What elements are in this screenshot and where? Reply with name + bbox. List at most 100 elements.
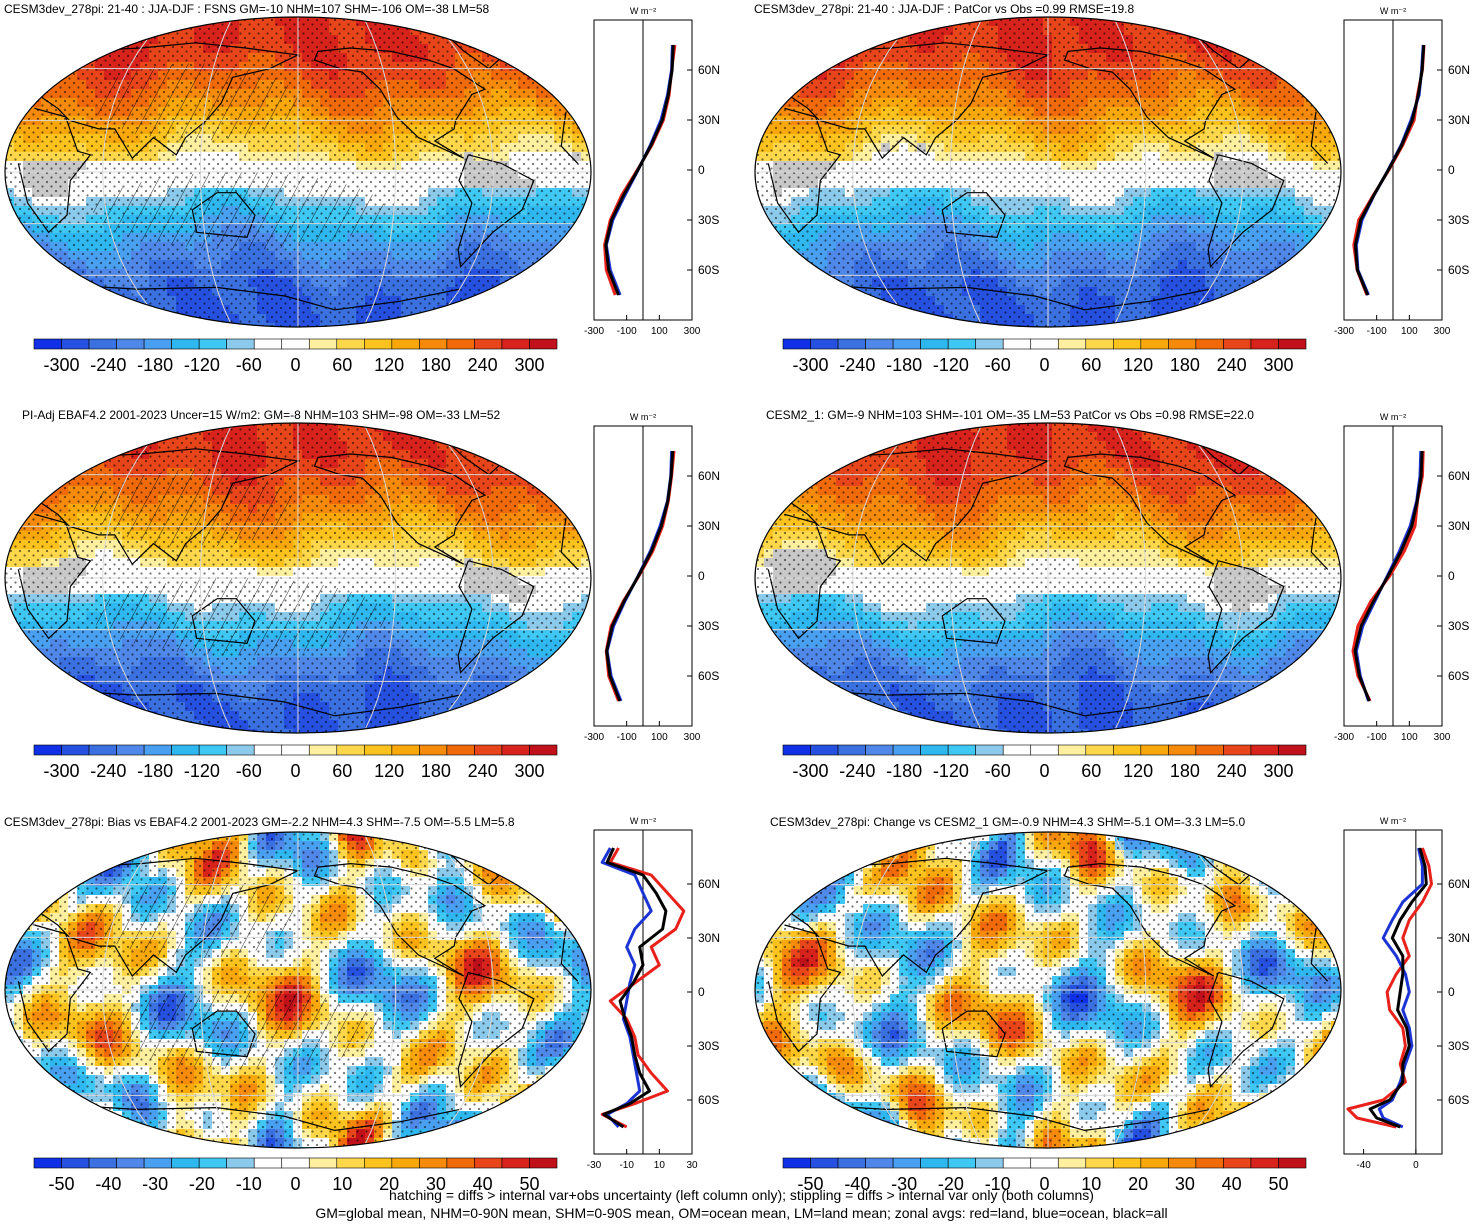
colorbar-swatch: [1196, 745, 1224, 755]
zonal-lat-label: 60N: [698, 63, 720, 77]
zonal-x-tick-label: -100: [1367, 732, 1387, 743]
colorbar-tick-label: -240: [839, 761, 875, 781]
colorbar-swatch: [1278, 1158, 1306, 1168]
colorbar-tick-label: -300: [44, 761, 80, 781]
colorbar-swatch: [89, 745, 117, 755]
zonal-series-line: [607, 451, 673, 701]
colorbar-swatch: [62, 339, 90, 349]
colorbar-swatch: [1003, 1158, 1031, 1168]
colorbar-swatch: [254, 745, 282, 755]
colorbar-tick-label: 180: [1170, 355, 1200, 375]
colorbar-tick-label: 120: [1123, 761, 1153, 781]
map-field-2: [755, 17, 1350, 333]
colorbar-tick-label: 120: [374, 355, 404, 375]
zonal-lat-label: 0: [698, 985, 705, 999]
zonal-x-tick-label: -40: [1356, 1160, 1371, 1171]
colorbar-swatch: [227, 339, 255, 349]
colorbar-tick-label: -180: [137, 355, 173, 375]
zonal-lat-label: 60N: [1448, 469, 1470, 483]
hatch-overlay-b-3: [93, 578, 386, 656]
colorbar-swatch: [337, 745, 365, 755]
zonal-lat-label: 0: [1448, 985, 1455, 999]
colorbar-swatch: [282, 745, 310, 755]
hatch-overlay-b-1: [93, 172, 386, 250]
map-panel-6: [755, 832, 1350, 1157]
zonal-lat-label: 30S: [698, 1039, 719, 1053]
colorbar-swatch: [447, 1158, 475, 1168]
colorbar-tick-label: -300: [793, 761, 829, 781]
colorbar-swatch: [1003, 339, 1031, 349]
zonal-x-tick-label: -100: [617, 732, 637, 743]
colorbar-swatch: [783, 1158, 811, 1168]
zonal-lat-label: 30S: [1448, 213, 1469, 227]
zonal-x-tick-label: 100: [651, 326, 668, 337]
colorbar-swatch: [474, 745, 502, 755]
colorbar-swatch: [1168, 745, 1196, 755]
colorbar-swatch: [117, 1158, 145, 1168]
colorbar-swatch: [1058, 339, 1086, 349]
colorbar-swatch: [447, 339, 475, 349]
zonal-x-tick-label: 300: [684, 732, 701, 743]
colorbar-swatch: [282, 1158, 310, 1168]
colorbar-tick-label: 0: [1039, 761, 1049, 781]
colorbar-swatch: [254, 1158, 282, 1168]
zonal-x-tick-label: -100: [617, 326, 637, 337]
map-field-3: [5, 423, 600, 739]
colorbar-swatch: [1031, 745, 1059, 755]
colorbar-tick-label: -60: [985, 355, 1011, 375]
colorbar-tick-label: -120: [933, 761, 969, 781]
colorbar-swatch: [838, 1158, 866, 1168]
zonal-lat-label: 60S: [698, 669, 719, 683]
zonal-lat-label: 30S: [698, 619, 719, 633]
colorbar-swatch: [1278, 745, 1306, 755]
colorbar-swatch: [309, 1158, 337, 1168]
colorbar-tick-label: -300: [44, 355, 80, 375]
zonal-x-tick-label: 300: [684, 326, 701, 337]
zonal-units-label: W m⁻²: [1380, 412, 1406, 422]
zonal-x-tick-label: 0: [1413, 1160, 1419, 1171]
colorbar-tick-label: 60: [332, 355, 352, 375]
colorbar-swatch: [447, 745, 475, 755]
colorbar-swatch: [948, 1158, 976, 1168]
colorbar-tick-label: 300: [514, 761, 544, 781]
colorbar-swatch: [811, 339, 839, 349]
panel-1-title: CESM3dev_278pi: 21-40 : JJA-DJF : FSNS G…: [4, 2, 489, 16]
zonal-x-tick-label: 100: [1401, 732, 1418, 743]
colorbar-swatch: [34, 1158, 62, 1168]
colorbar-swatch: [1168, 339, 1196, 349]
zonal-lat-label: 30N: [698, 519, 720, 533]
zonal-lat-label: 0: [1448, 569, 1455, 583]
colorbar-tick-label: 180: [421, 355, 451, 375]
zonal-units-label: W m⁻²: [630, 412, 656, 422]
zonal-lat-label: 60N: [698, 469, 720, 483]
zonal-lat-label: 60N: [698, 877, 720, 891]
colorbar-swatch: [1086, 1158, 1114, 1168]
colorbar-swatch: [1168, 1158, 1196, 1168]
colorbar-swatch: [976, 339, 1004, 349]
panel-3-title: PI-Adj EBAF4.2 2001-2023 Uncer=15 W/m2: …: [22, 408, 500, 422]
colorbar-swatch: [419, 339, 447, 349]
zonal-lat-label: 60S: [1448, 669, 1469, 683]
colorbar-swatch: [1141, 339, 1169, 349]
colorbar-swatch: [309, 745, 337, 755]
panel-5-title: CESM3dev_278pi: Bias vs EBAF4.2 2001-202…: [4, 815, 515, 829]
zonal-x-tick-label: -300: [1334, 732, 1354, 743]
colorbar-swatch: [392, 1158, 420, 1168]
colorbar-swatch: [227, 1158, 255, 1168]
colorbar-tick-label: 120: [1123, 355, 1153, 375]
footer-line-2: GM=global mean, NHM=0-90N mean, SHM=0-90…: [0, 1205, 1483, 1222]
zonal-series-line: [606, 45, 673, 295]
colorbar-tick-label: 240: [468, 761, 498, 781]
colorbar-swatch: [364, 745, 392, 755]
colorbar-tick-label: -300: [793, 355, 829, 375]
colorbar-swatch: [199, 339, 227, 349]
colorbar-tick-label: 240: [1217, 761, 1247, 781]
zonal-x-tick-label: 300: [1434, 326, 1451, 337]
colorbar-swatch: [866, 745, 894, 755]
colorbar-tick-label: 0: [1039, 355, 1049, 375]
